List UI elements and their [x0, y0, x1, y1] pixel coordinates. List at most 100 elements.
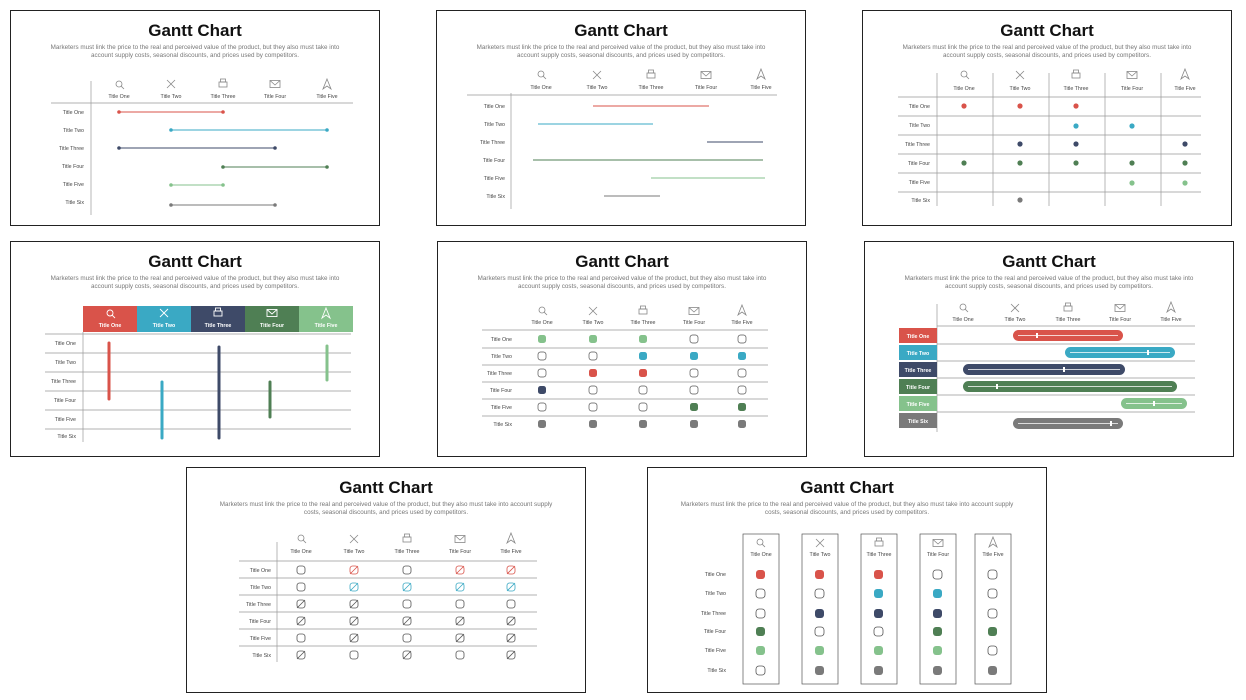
row-label: Title Six — [911, 198, 930, 204]
slide-2-gantt-lines: Gantt Chart Marketers must link the pric… — [436, 10, 806, 226]
slide-title: Gantt Chart — [575, 252, 669, 271]
column-header-bar — [191, 306, 245, 332]
close-icon — [1010, 303, 1020, 313]
column-header-bar — [245, 306, 299, 332]
column-label: Title Five — [316, 94, 337, 100]
row-label: Title Four — [62, 164, 84, 170]
row-label: Title Four — [704, 629, 726, 635]
row-label: Title Four — [908, 161, 930, 167]
mail-icon — [1126, 71, 1138, 79]
slide-description: Marketers must link the price to the rea… — [219, 501, 553, 516]
row-label: Title Five — [55, 417, 76, 423]
column-label: Title Three — [630, 320, 655, 326]
mail-icon — [688, 307, 700, 315]
task-bar — [169, 203, 277, 207]
navigation-icon — [756, 67, 766, 81]
close-icon — [1015, 70, 1025, 80]
row-label: Title Four — [54, 398, 76, 404]
slide-title: Gantt Chart — [339, 478, 433, 497]
task-checkbox — [537, 334, 747, 428]
close-icon — [815, 538, 825, 548]
slide-description: Marketers must link the price to the rea… — [477, 275, 767, 290]
mail-icon — [266, 309, 278, 317]
gantt-diagram: Title One Title Two Title Three Title Fo… — [467, 67, 777, 209]
column-label: Title One — [750, 552, 771, 558]
row-label: Title Four — [483, 158, 505, 164]
slide-5-gantt-checkbox-grid: Gantt Chart Marketers must link the pric… — [437, 241, 807, 457]
row-label: Title Four — [490, 388, 512, 394]
search-icon — [960, 70, 970, 80]
task-marker — [755, 569, 998, 676]
row-label: Title Two — [63, 128, 84, 134]
task-bar — [963, 364, 1125, 375]
navigation-icon — [506, 531, 516, 545]
row-label: Title Three — [905, 142, 930, 148]
row-label: Title Five — [63, 182, 84, 188]
column-label: Title Four — [683, 320, 705, 326]
printer-icon — [638, 305, 648, 315]
column-label: Title Three — [210, 94, 235, 100]
column-label: Title Four — [927, 552, 949, 558]
slide-description: Marketers must link the price to the rea… — [680, 501, 1014, 516]
row-header — [899, 328, 937, 343]
status-symbol — [296, 565, 516, 660]
navigation-icon — [988, 535, 998, 549]
task-bar — [169, 128, 329, 132]
column-label: Title Three — [866, 552, 891, 558]
slide-title: Gantt Chart — [1000, 21, 1094, 40]
slide-7-gantt-status-symbols: Gantt Chart Marketers must link the pric… — [186, 467, 586, 693]
close-icon — [159, 308, 169, 318]
mail-icon — [932, 539, 944, 547]
gantt-diagram: Title One Title Two Title Three Title Fo… — [898, 67, 1201, 206]
slide-title: Gantt Chart — [148, 252, 242, 271]
column-card — [974, 533, 1012, 685]
task-bar — [963, 381, 1177, 392]
column-card — [801, 533, 839, 685]
row-label: Title One — [250, 568, 271, 574]
row-label: Title Four — [249, 619, 271, 625]
column-label: Title Five — [315, 323, 338, 329]
column-label: Title Three — [638, 85, 663, 91]
slide-title: Gantt Chart — [148, 21, 242, 40]
mail-icon — [269, 80, 281, 88]
row-label: Title Three — [905, 368, 932, 374]
row-header — [899, 345, 937, 360]
search-icon — [959, 303, 969, 313]
row-label: Title Five — [907, 402, 930, 408]
row-label: Title One — [63, 110, 84, 116]
row-label: Title One — [907, 334, 930, 340]
task-bar — [117, 146, 277, 150]
row-label: Title Six — [707, 668, 726, 674]
row-label: Title Six — [493, 422, 512, 428]
column-label: Title One — [108, 94, 129, 100]
column-label: Title One — [99, 323, 122, 329]
column-label: Title Three — [205, 323, 232, 329]
column-label: Title Two — [1010, 86, 1031, 92]
mail-icon — [454, 535, 466, 543]
column-label: Title One — [953, 86, 974, 92]
row-label: Title Three — [51, 379, 76, 385]
task-bar — [117, 110, 225, 114]
printer-icon — [218, 78, 228, 88]
slide-title: Gantt Chart — [574, 21, 668, 40]
close-icon — [592, 70, 602, 80]
printer-icon — [213, 307, 223, 317]
slide-3-gantt-dot-grid: Gantt Chart Marketers must link the pric… — [862, 10, 1232, 226]
column-label: Title Three — [1063, 86, 1088, 92]
column-card — [860, 533, 898, 685]
column-label: Title Five — [1174, 86, 1195, 92]
column-label: Title One — [530, 85, 551, 91]
row-label: Title One — [484, 104, 505, 110]
column-label: Title One — [952, 317, 973, 323]
close-icon — [349, 534, 359, 544]
column-label: Title Three — [1055, 317, 1080, 323]
column-header-bar — [137, 306, 191, 332]
row-label: Title One — [55, 341, 76, 347]
slide-1-gantt-timeline: Gantt Chart Marketers must link the pric… — [10, 10, 380, 226]
printer-icon — [874, 537, 884, 547]
slide-description: Marketers must link the price to the rea… — [904, 275, 1194, 290]
row-label: Title One — [491, 337, 512, 343]
search-icon — [756, 538, 766, 548]
row-label: Title One — [705, 572, 726, 578]
column-label: Title Two — [153, 323, 176, 329]
